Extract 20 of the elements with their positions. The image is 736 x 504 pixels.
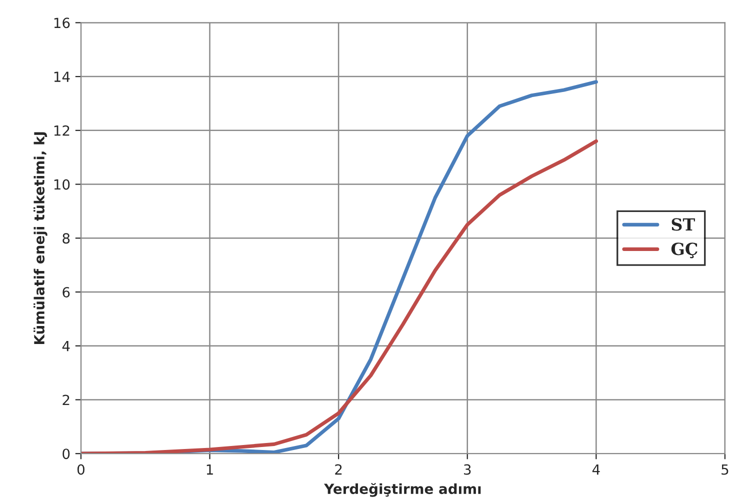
x-tick-label: 3 (464, 464, 471, 475)
y-axis-title: Kümülatif eneji tüketimi, kJ (34, 132, 48, 344)
x-tick-label: 2 (335, 464, 342, 475)
x-axis-title: Yerdeğiştirme adımı (324, 483, 481, 497)
x-tick-label: 4 (592, 464, 600, 475)
line-series (80, 139, 598, 454)
x-tick-label: 1 (206, 464, 213, 475)
y-tick-label: 6 (62, 286, 70, 298)
y-tick-label: 8 (62, 233, 70, 244)
y-tick-label: 0 (62, 448, 70, 460)
y-tick-label: 16 (54, 18, 70, 28)
x-tick-label: 5 (722, 464, 728, 475)
x-tick-label: 0 (77, 464, 84, 475)
legend-label: GÇ (671, 242, 698, 258)
y-tick-label: 12 (54, 125, 70, 136)
y-tick-label: 2 (62, 394, 70, 406)
legend-label: ST (672, 218, 695, 231)
y-tick-label: 14 (54, 72, 70, 82)
y-tick-label: 10 (54, 179, 70, 190)
y-tick-label: 4 (62, 341, 70, 352)
